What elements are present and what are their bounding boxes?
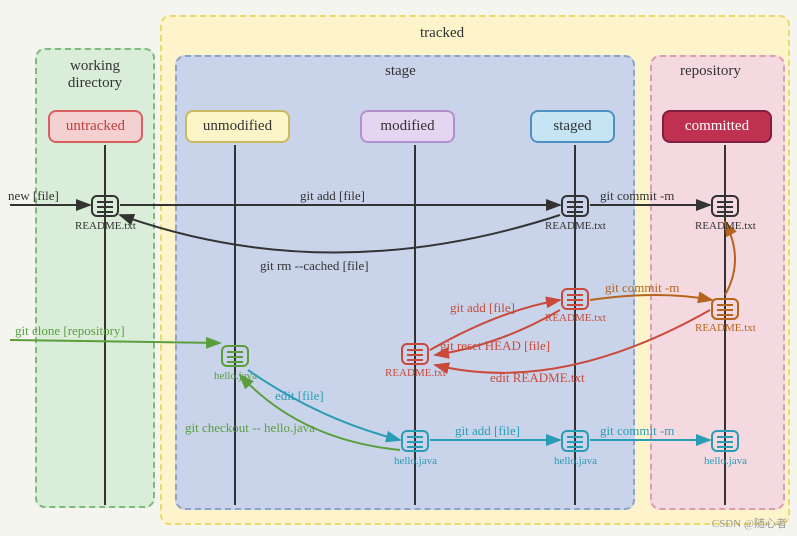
working-label: working directory [55, 58, 135, 92]
file-icon [561, 195, 589, 217]
cmd-commit3: git commit -m [605, 280, 679, 296]
file-label: README.txt [695, 220, 755, 232]
file-icon [401, 343, 429, 365]
cmd-checkout: git checkout -- hello.java [185, 420, 315, 436]
file-label: hello.java [698, 455, 753, 467]
file-label: hello.java [208, 370, 263, 382]
repo-label: repository [680, 63, 741, 80]
cmd-rm: git rm --cached [file] [260, 258, 369, 274]
file-label: README.txt [385, 367, 445, 379]
cmd-commit1: git commit -m [600, 188, 674, 204]
stage-label: stage [385, 63, 416, 80]
lane-unmodified [234, 145, 236, 505]
file-icon [711, 195, 739, 217]
file-label: hello.java [548, 455, 603, 467]
file-label: README.txt [75, 220, 135, 232]
file-icon [401, 430, 429, 452]
file-icon [561, 430, 589, 452]
file-label: README.txt [545, 220, 605, 232]
file-label: README.txt [545, 312, 605, 324]
file-icon [561, 288, 589, 310]
file-icon [711, 430, 739, 452]
file-label: README.txt [695, 322, 755, 334]
cmd-add1: git add [file] [300, 188, 365, 204]
cmd-editreadme: edit README.txt [490, 370, 585, 386]
file-icon [221, 345, 249, 367]
staged-state: staged [530, 110, 615, 143]
file-label: hello.java [388, 455, 443, 467]
tracked-label: tracked [420, 25, 464, 42]
file-icon [91, 195, 119, 217]
untracked-state: untracked [48, 110, 143, 143]
modified-state: modified [360, 110, 455, 143]
unmodified-state: unmodified [185, 110, 290, 143]
cmd-new: new [file] [8, 188, 59, 204]
watermark: CSDN @随心者 [712, 515, 787, 531]
cmd-commit2: git commit -m [600, 423, 674, 439]
committed-state: committed [662, 110, 772, 143]
cmd-clone: git clone [repository] [15, 323, 125, 339]
file-icon [711, 298, 739, 320]
cmd-add2: git add [file] [455, 423, 520, 439]
cmd-add3: git add [file] [450, 300, 515, 316]
cmd-reset: git reset HEAD [file] [440, 338, 550, 354]
cmd-edit: edit [file] [275, 388, 324, 404]
